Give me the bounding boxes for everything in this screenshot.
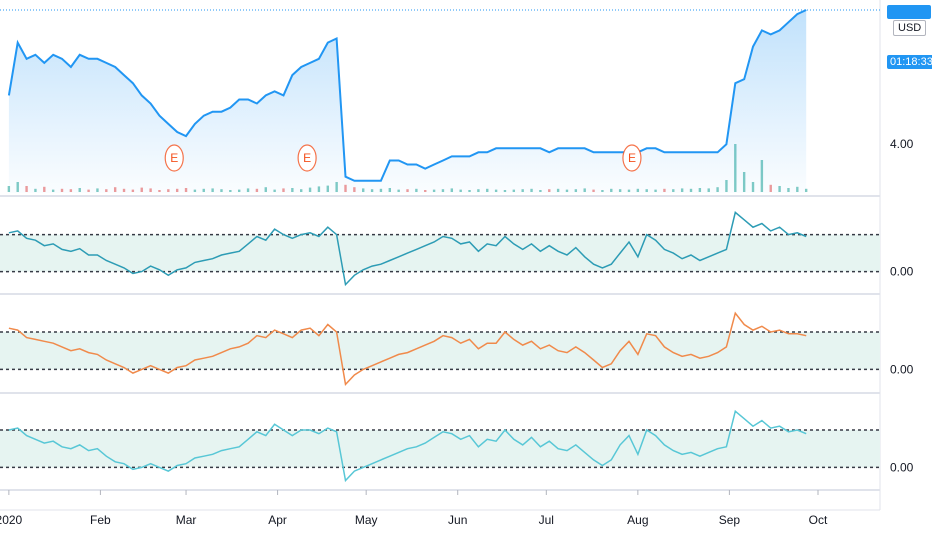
time-label: Mar (176, 513, 197, 527)
time-label: Aug (627, 513, 648, 527)
time-label: Oct (809, 513, 828, 527)
price-axis: 0.00 0.00 0.00 4.00 (890, 137, 914, 474)
price-tick-label: 4.00 (890, 137, 914, 151)
time-label: Apr (268, 513, 287, 527)
time-label: Jun (448, 513, 467, 527)
price-line (7, 9, 807, 182)
oscillator-line-2 (8, 311, 807, 387)
time-label: Sep (719, 513, 741, 527)
time-label: Jul (539, 513, 554, 527)
earnings-badge (297, 144, 317, 172)
oscillator-2-zero-tick: 0.00 (890, 362, 914, 376)
oscillator-3-zero-tick: 0.00 (890, 460, 914, 474)
oscillator-line-3 (8, 409, 807, 483)
oscillator-band (0, 429, 880, 468)
time-label: May (355, 513, 378, 527)
time-label: Feb (90, 513, 111, 527)
volume-bar (7, 186, 11, 192)
oscillator-line-1 (8, 211, 807, 287)
oscillator-1-pane[interactable] (0, 211, 880, 287)
earnings-label: E (628, 151, 636, 165)
earnings-badge (622, 144, 642, 172)
earnings-label: E (170, 151, 178, 165)
earnings-marker: E (164, 144, 184, 172)
bar-countdown: 01:18:33 (887, 55, 932, 69)
earnings-marker: E (297, 144, 317, 172)
oscillator-3-pane[interactable] (0, 409, 880, 483)
earnings-marker: E (622, 144, 642, 172)
oscillator-1-zero-tick: 0.00 (890, 265, 914, 279)
earnings-badge (164, 144, 184, 172)
oscillator-2-pane[interactable] (0, 311, 880, 387)
currency-label[interactable]: USD (893, 20, 927, 36)
price-area (8, 10, 807, 193)
time-axis: 2020 Feb Mar Apr May Jun Jul Aug Sep Oct (0, 490, 880, 527)
oscillator-band (0, 234, 880, 272)
last-price-label (887, 5, 931, 19)
earnings-label: E (303, 151, 311, 165)
time-label: 2020 (0, 513, 23, 527)
